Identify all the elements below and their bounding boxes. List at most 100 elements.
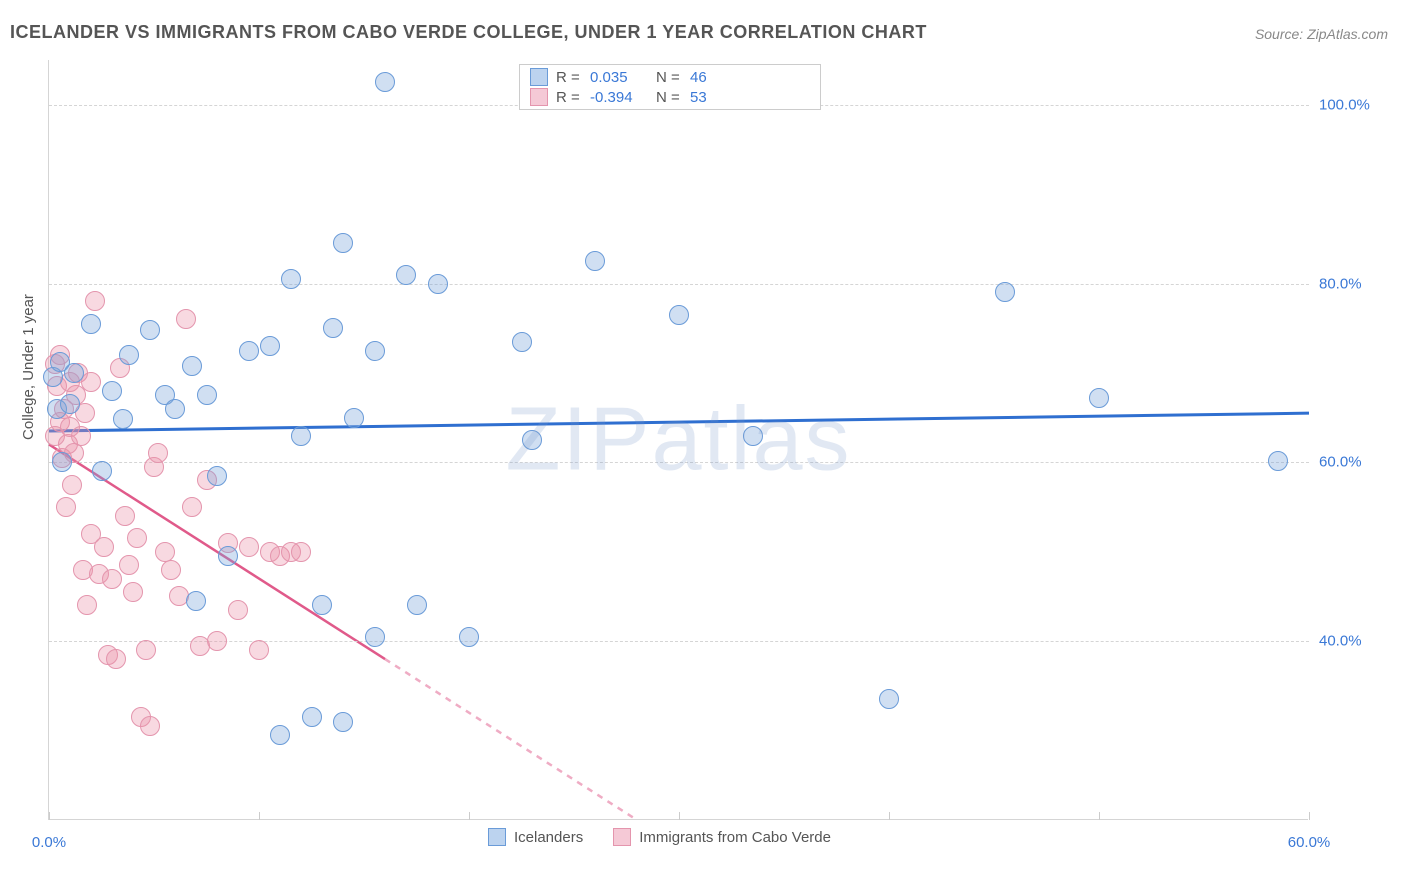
x-tick [889,812,890,820]
data-point [119,345,139,365]
data-point [396,265,416,285]
data-point [669,305,689,325]
x-tick [49,812,50,820]
data-point [182,497,202,517]
gridline-h [49,284,1309,285]
legend-label: Icelanders [514,829,583,846]
data-point [312,595,332,615]
data-point [102,569,122,589]
correlation-row: R =0.035N =46 [520,67,820,87]
data-point [365,627,385,647]
data-point [1089,388,1109,408]
r-value: -0.394 [590,89,648,106]
data-point [333,712,353,732]
data-point [365,341,385,361]
correlation-legend: R =0.035N =46R =-0.394N =53 [519,64,821,110]
x-tick [1309,812,1310,820]
data-point [995,282,1015,302]
data-point [165,399,185,419]
data-point [140,716,160,736]
data-point [85,291,105,311]
data-point [119,555,139,575]
data-point [291,426,311,446]
data-point [56,497,76,517]
x-tick [679,812,680,820]
data-point [512,332,532,352]
data-point [113,409,133,429]
data-point [207,631,227,651]
data-point [1268,451,1288,471]
data-point [281,269,301,289]
source-attribution: Source: ZipAtlas.com [1255,26,1388,42]
legend-swatch [613,828,631,846]
series-legend: Icelanders Immigrants from Cabo Verde [488,828,831,846]
data-point [260,336,280,356]
data-point [743,426,763,446]
data-point [302,707,322,727]
data-point [176,309,196,329]
plot-area: ZIPatlas R =0.035N =46R =-0.394N =53 40.… [48,60,1308,820]
x-tick [1099,812,1100,820]
data-point [123,582,143,602]
data-point [249,640,269,660]
data-point [291,542,311,562]
data-point [52,452,72,472]
data-point [115,506,135,526]
data-point [127,528,147,548]
x-tick [469,812,470,820]
legend-item: Immigrants from Cabo Verde [613,828,831,846]
data-point [239,537,259,557]
data-point [148,443,168,463]
plot-container: ZIPatlas R =0.035N =46R =-0.394N =53 40.… [48,60,1388,850]
legend-swatch [530,88,548,106]
data-point [140,320,160,340]
data-point [81,314,101,334]
data-point [182,356,202,376]
data-point [459,627,479,647]
data-point [106,649,126,669]
data-point [45,426,65,446]
data-point [62,475,82,495]
legend-swatch [530,68,548,86]
data-point [879,689,899,709]
trend-lines-layer [49,60,1309,820]
data-point [407,595,427,615]
data-point [228,600,248,620]
gridline-h [49,462,1309,463]
data-point [218,546,238,566]
data-point [136,640,156,660]
data-point [522,430,542,450]
r-label: R = [556,89,582,106]
data-point [64,363,84,383]
data-point [71,426,91,446]
n-label: N = [656,89,682,106]
data-point [197,385,217,405]
correlation-row: R =-0.394N =53 [520,87,820,107]
data-point [161,560,181,580]
r-value: 0.035 [590,69,648,86]
data-point [333,233,353,253]
gridline-h [49,641,1309,642]
n-value: 46 [690,69,748,86]
data-point [375,72,395,92]
data-point [81,372,101,392]
data-point [344,408,364,428]
data-point [585,251,605,271]
data-point [92,461,112,481]
data-point [270,725,290,745]
x-tick-label: 60.0% [1288,834,1331,851]
data-point [94,537,114,557]
legend-item: Icelanders [488,828,583,846]
data-point [239,341,259,361]
y-axis-label: College, Under 1 year [20,294,37,440]
data-point [77,595,97,615]
data-point [60,394,80,414]
x-tick [259,812,260,820]
n-label: N = [656,69,682,86]
data-point [207,466,227,486]
chart-title: ICELANDER VS IMMIGRANTS FROM CABO VERDE … [10,22,927,43]
legend-swatch [488,828,506,846]
legend-label: Immigrants from Cabo Verde [639,829,831,846]
x-tick-label: 0.0% [32,834,66,851]
data-point [102,381,122,401]
